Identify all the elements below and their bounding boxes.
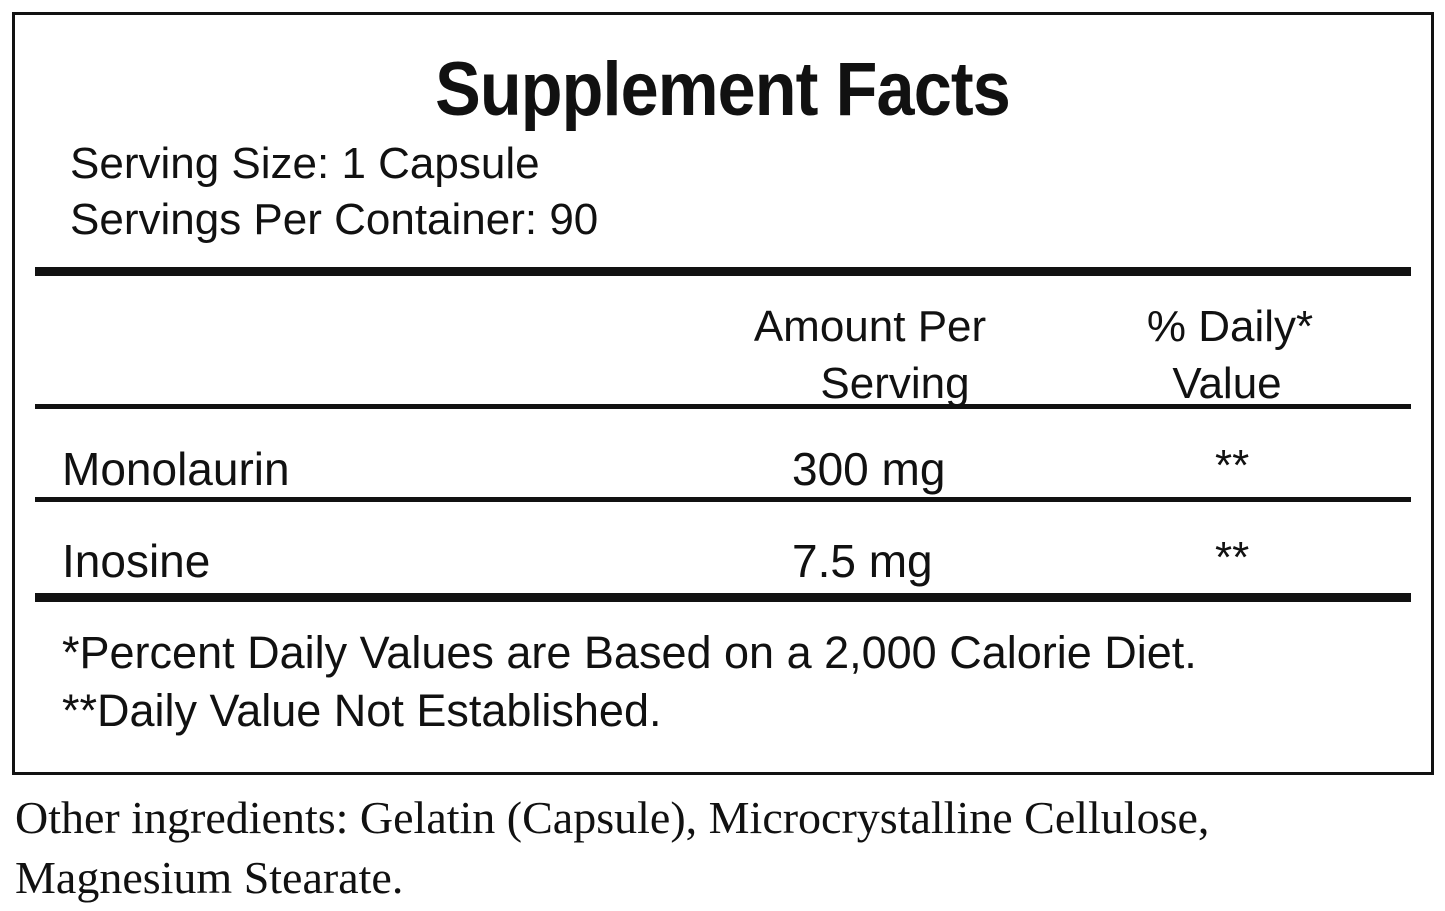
supplement-facts-panel: [12, 12, 1434, 775]
footnote-not-established: **Daily Value Not Established.: [62, 685, 662, 736]
row-amount-inosine: 7.5 mg: [792, 535, 933, 587]
dv-header-line1: % Daily*: [1146, 302, 1314, 351]
serving-size: Serving Size: 1 Capsule: [70, 139, 540, 188]
row-dv-monolaurin: **: [1215, 441, 1250, 490]
header-divider: [35, 404, 1411, 409]
row-divider: [35, 497, 1411, 502]
other-ingredients-line1: Other ingredients: Gelatin (Capsule), Mi…: [15, 792, 1210, 843]
row-name-inosine: Inosine: [62, 535, 211, 587]
row-name-monolaurin: Monolaurin: [62, 443, 290, 495]
thick-divider-bottom: [35, 593, 1411, 602]
dv-header-line2: Value: [1172, 359, 1282, 408]
other-ingredients-line2: Magnesium Stearate.: [15, 852, 404, 903]
footnote-daily-values: *Percent Daily Values are Based on a 2,0…: [62, 627, 1197, 678]
amount-header-line2: Serving: [820, 359, 970, 408]
row-dv-inosine: **: [1215, 533, 1250, 582]
thick-divider: [35, 267, 1411, 276]
panel-title: Supplement Facts: [435, 47, 1011, 132]
row-amount-monolaurin: 300 mg: [792, 443, 946, 495]
amount-header-line1: Amount Per: [753, 302, 987, 351]
servings-per-container: Servings Per Container: 90: [70, 195, 599, 244]
